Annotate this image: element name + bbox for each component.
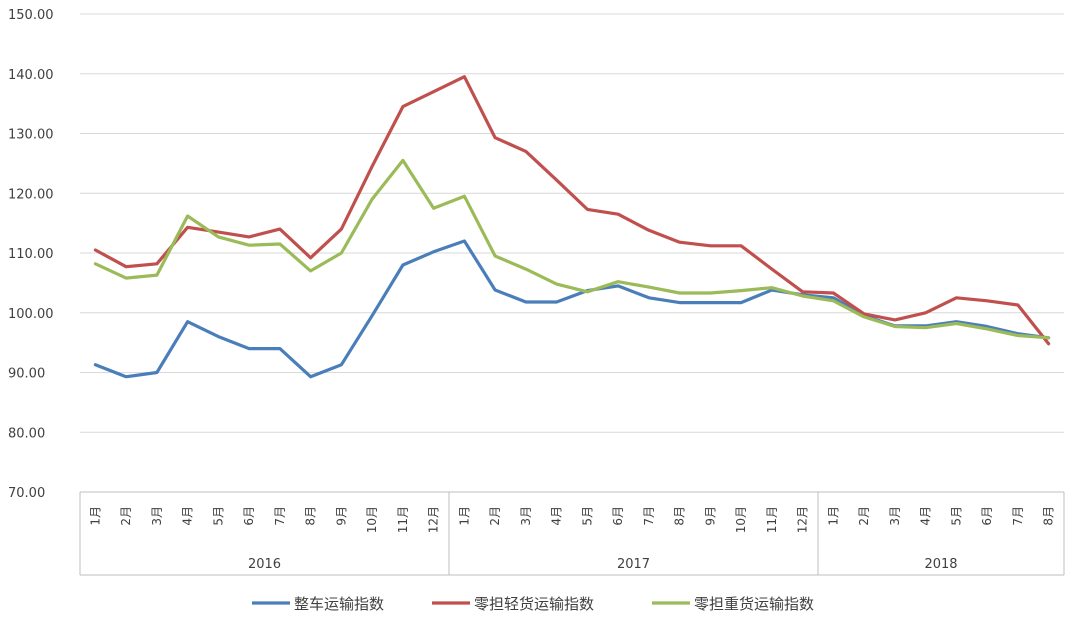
y-tick-label: 130.00 <box>8 128 54 143</box>
x-tick-label: 4月 <box>181 506 195 526</box>
year-label: 2016 <box>248 557 281 572</box>
y-tick-label: 140.00 <box>8 68 54 83</box>
x-tick-label: 4月 <box>919 506 933 526</box>
y-tick-label: 120.00 <box>8 187 54 202</box>
y-tick-label: 110.00 <box>8 247 54 262</box>
legend-label: 零担轻货运输指数 <box>474 595 594 613</box>
x-tick-label: 3月 <box>888 506 902 526</box>
x-tick-label: 10月 <box>734 506 748 533</box>
x-tick-label: 1月 <box>826 506 840 526</box>
x-tick-label: 1月 <box>457 506 471 526</box>
gridlines <box>80 13 1064 493</box>
x-tick-label: 6月 <box>242 506 256 526</box>
x-axis: 1月 2月 3月 4月 5月 6月 7月 8月 9月 10月 11月 12月 1月 2月 3月 4月 5月 6月 7… <box>79 491 1065 576</box>
series-line-3 <box>93 158 1051 340</box>
x-tick-label: 3月 <box>519 506 533 526</box>
x-tick-label: 1月 <box>88 506 102 526</box>
legend-item: 整车运输指数 <box>252 595 384 613</box>
legend: 整车运输指数 零担轻货运输指数 零担重货运输指数 <box>252 595 814 613</box>
x-tick-label: 8月 <box>673 506 687 526</box>
x-tick-label: 7月 <box>273 506 287 526</box>
y-axis-tick-labels: 70.00 80.00 90.00 100.00 110.00 120.00 130.00 1… <box>8 8 54 501</box>
x-tick-label: 4月 <box>550 506 564 526</box>
y-tick-label: 90.00 <box>8 367 45 382</box>
legend-label: 零担重货运输指数 <box>694 595 814 613</box>
x-tick-label: 2月 <box>488 506 502 526</box>
x-tick-label: 6月 <box>980 506 994 526</box>
x-tick-label: 2月 <box>119 506 133 526</box>
x-tick-label: 8月 <box>1042 506 1056 526</box>
x-tick-label: 10月 <box>365 506 379 533</box>
x-tick-label: 9月 <box>334 506 348 526</box>
legend-label: 整车运输指数 <box>294 595 384 613</box>
series-line-2 <box>93 75 1051 346</box>
x-tick-label: 3月 <box>150 506 164 526</box>
y-tick-label: 80.00 <box>8 426 45 441</box>
year-label: 2017 <box>617 557 650 572</box>
x-tick-label: 9月 <box>703 506 717 526</box>
y-tick-label: 100.00 <box>8 307 54 322</box>
x-tick-label: 5月 <box>580 506 594 526</box>
x-tick-label: 5月 <box>211 506 225 526</box>
x-tick-label: 2月 <box>857 506 871 526</box>
x-tick-label: 5月 <box>949 506 963 526</box>
legend-item: 零担轻货运输指数 <box>432 595 594 613</box>
x-tick-label: 11月 <box>765 506 779 533</box>
y-tick-label: 70.00 <box>8 486 45 501</box>
series-line-1 <box>93 239 1051 379</box>
series-lines <box>93 75 1051 379</box>
x-tick-label: 7月 <box>642 506 656 526</box>
legend-item: 零担重货运输指数 <box>652 595 814 613</box>
x-tick-label: 12月 <box>796 506 810 533</box>
x-tick-label: 8月 <box>304 506 318 526</box>
x-tick-label: 11月 <box>396 506 410 533</box>
x-tick-label: 6月 <box>611 506 625 526</box>
y-tick-label: 150.00 <box>8 8 54 23</box>
year-label: 2018 <box>924 557 957 572</box>
x-tick-label: 7月 <box>1011 506 1025 526</box>
x-tick-label: 12月 <box>427 506 441 533</box>
